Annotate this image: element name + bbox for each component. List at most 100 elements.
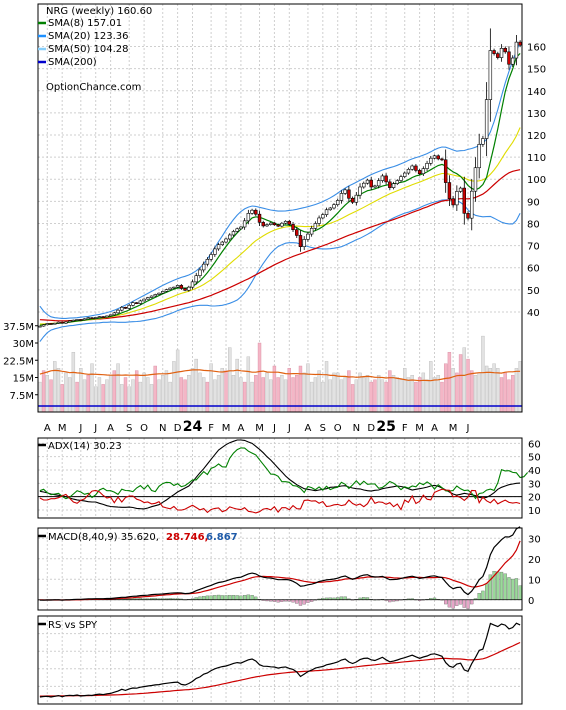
price-tick-9: 130 <box>527 109 546 120</box>
candle-body-56 <box>246 213 251 222</box>
month-label-17: S <box>320 423 326 434</box>
volume-bar-51 <box>228 347 232 413</box>
candle-body-90 <box>373 185 377 188</box>
macd-histogram-bar-54 <box>239 595 243 600</box>
macd-histogram-bar-110 <box>447 599 452 608</box>
candle-body-110 <box>447 182 452 200</box>
volume-bar-4 <box>53 361 57 413</box>
candle-body-35 <box>168 287 172 290</box>
candle-body-41 <box>190 281 195 288</box>
candle-body-108 <box>440 158 444 161</box>
volume-bar-17 <box>101 384 105 413</box>
month-label-26: J <box>466 423 470 434</box>
candle-body-12 <box>82 318 87 321</box>
macd-histogram-bar-69 <box>295 599 299 604</box>
candle-body-18 <box>105 315 109 318</box>
candle-body-126 <box>507 51 511 65</box>
candle-body-94 <box>388 181 392 188</box>
chart-title: NRG (weekly) 160.60 <box>46 6 152 17</box>
month-label-2: J <box>78 423 82 434</box>
candle-body-103 <box>421 168 426 175</box>
macd-legend-label: MACD(8,40,9) 35.620, <box>48 532 159 543</box>
volume-bar-110 <box>447 352 452 413</box>
candle-body-128 <box>514 41 519 59</box>
macd-histogram-bar-47 <box>213 595 217 600</box>
candle-body-117 <box>473 167 478 192</box>
candle-body-27 <box>138 300 143 304</box>
candle-body-40 <box>187 286 191 291</box>
candle-body-52 <box>231 231 236 236</box>
candle-body-116 <box>470 190 474 219</box>
volume-bar-3 <box>49 379 53 413</box>
candle-body-19 <box>108 314 113 317</box>
candle-body-104 <box>425 163 429 169</box>
candle-body-13 <box>86 317 90 320</box>
candle-body-73 <box>309 228 314 235</box>
volume-bar-92 <box>380 379 385 413</box>
candle-body-63 <box>272 222 277 226</box>
volume-bar-42 <box>194 358 198 413</box>
candle-body-99 <box>406 168 411 174</box>
volume-bar-126 <box>507 379 511 413</box>
candle-body-114 <box>462 187 467 214</box>
candle-body-84 <box>350 197 355 203</box>
adx-legend-label: ADX(14) 30.23 <box>48 441 122 452</box>
macd-histogram-bar-111 <box>451 599 455 609</box>
macd-histogram-bar-56 <box>246 594 250 600</box>
macd-histogram-bar-125 <box>503 573 507 600</box>
macd-signal-line <box>39 540 521 601</box>
candle-body-4 <box>53 322 57 325</box>
volume-bar-106 <box>432 377 437 413</box>
candle-body-15 <box>93 317 98 319</box>
bollinger-lower-band <box>39 199 521 342</box>
candle-body-49 <box>220 241 225 246</box>
sma50-line <box>39 169 521 322</box>
adx-tick-1: 20 <box>528 493 541 504</box>
month-label-24: A <box>431 423 438 434</box>
candle-body-82 <box>343 189 347 194</box>
volume-bar-84 <box>350 384 355 413</box>
volume-bar-44 <box>201 377 206 413</box>
adx-series-0 <box>39 439 521 510</box>
price-tick-12: 160 <box>527 43 546 54</box>
volume-bar-14 <box>90 363 94 413</box>
volume-tick-4: 37.5M <box>3 322 34 333</box>
candle-body-95 <box>391 183 396 188</box>
volume-bar-57 <box>250 381 254 413</box>
candle-body-124 <box>499 48 504 58</box>
legend-label-1: SMA(20) 123.36 <box>48 31 129 42</box>
macd-histogram-bar-123 <box>496 571 500 600</box>
candle-body-55 <box>242 220 247 228</box>
volume-bar-32 <box>157 379 161 413</box>
macd-histogram-bar-55 <box>242 595 247 600</box>
candle-body-74 <box>313 223 318 229</box>
candle-body-67 <box>287 220 292 225</box>
candle-body-107 <box>436 155 440 160</box>
volume-bar-8 <box>67 377 72 413</box>
volume-bar-108 <box>440 381 444 413</box>
macd-histogram-bar-70 <box>298 599 303 606</box>
bollinger-upper-band <box>39 41 521 319</box>
volume-bar-104 <box>425 379 429 413</box>
month-label-11: M <box>222 423 231 434</box>
month-label-18: O <box>334 423 342 434</box>
month-label-12: A <box>237 423 244 434</box>
macd-histogram-bar-82 <box>343 596 347 600</box>
candle-body-81 <box>339 193 344 201</box>
candle-body-20 <box>112 312 117 316</box>
sma20-line <box>39 127 521 325</box>
candle-body-83 <box>347 189 351 199</box>
adx-panel-frame <box>37 437 523 519</box>
candle-body-91 <box>376 180 381 187</box>
candle-body-21 <box>116 309 120 314</box>
price-tick-3: 70 <box>527 242 540 253</box>
candle-body-125 <box>503 48 507 53</box>
price-tick-11: 150 <box>527 65 546 76</box>
candle-body-70 <box>298 235 303 247</box>
candle-body-6 <box>60 321 64 324</box>
volume-bar-18 <box>105 379 109 413</box>
volume-bar-76 <box>321 381 325 413</box>
macd-histogram-bar-44 <box>202 596 206 600</box>
candle-body-77 <box>324 209 329 215</box>
volume-bar-93 <box>384 381 388 413</box>
